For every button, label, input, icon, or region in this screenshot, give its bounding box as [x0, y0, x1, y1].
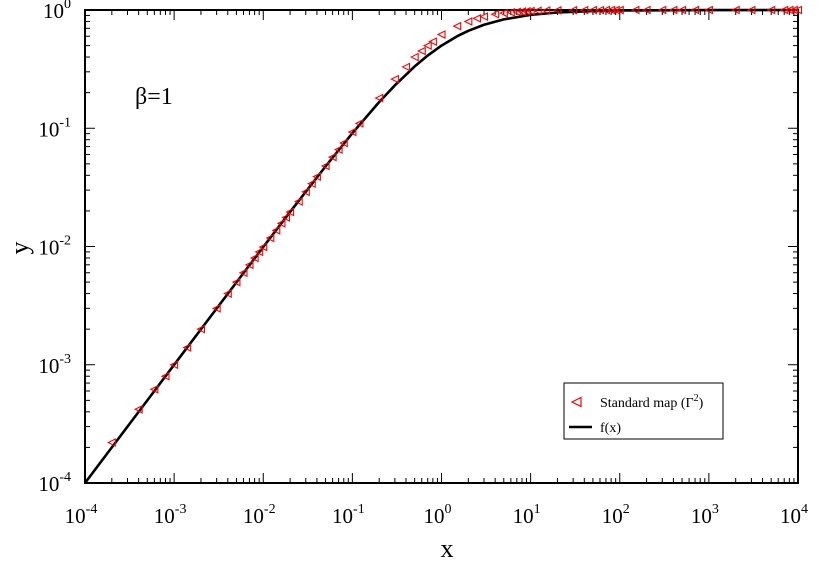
- scatter-point: [428, 37, 437, 47]
- scatter-point: [416, 46, 426, 56]
- scatter-point: [490, 9, 500, 19]
- scatter-point: [327, 152, 337, 162]
- x-tick-label: 10-1: [332, 502, 365, 528]
- scatter-point: [499, 8, 508, 18]
- scatter-point: [258, 242, 268, 252]
- scatter-point: [463, 17, 473, 26]
- tick-labels: 10-4 10-3 10-2 10-1 100 101 102 103 104 10-4 10-3 1…: [38, 0, 808, 528]
- scatter-point: [784, 5, 794, 15]
- scatter-point: [479, 12, 489, 21]
- scatter-point: [606, 5, 616, 15]
- legend: Standard map (Γ2) f(x): [563, 382, 724, 440]
- scatter-point: [610, 5, 620, 15]
- scatter-point: [231, 277, 241, 287]
- scatter-point: [285, 207, 295, 217]
- scatter-point: [169, 360, 179, 370]
- scatter-point: [779, 5, 789, 15]
- legend-box: [563, 382, 724, 440]
- scatter-point: [668, 5, 678, 15]
- scatter-point: [512, 7, 521, 17]
- scatter-point: [339, 138, 348, 148]
- scatter-point: [347, 127, 357, 137]
- scatter-point: [517, 7, 527, 16]
- scatter-point: [615, 5, 624, 15]
- scatter-point: [281, 213, 291, 222]
- scatter-point: [249, 253, 259, 263]
- scatter-point: [436, 30, 446, 39]
- scatter-point: [320, 161, 330, 171]
- scatter-point: [552, 5, 562, 15]
- scatter-point: [271, 225, 281, 235]
- scatter-point: [333, 145, 343, 154]
- scatter-point: [541, 6, 551, 15]
- scatter-point: [766, 5, 776, 15]
- scatter-point: [521, 6, 531, 16]
- x-axis-label: x: [441, 534, 454, 563]
- scatter-point: [568, 5, 578, 15]
- x-tick-label: 104: [780, 502, 808, 528]
- scatter-point: [107, 438, 116, 447]
- x-tick-label: 10-3: [154, 502, 187, 528]
- scatter-point: [254, 247, 264, 257]
- x-tick-label: 100: [424, 502, 452, 528]
- scatter-point: [160, 371, 170, 381]
- scatter-point: [452, 21, 462, 31]
- scatter-point: [196, 324, 206, 334]
- scatter-point: [472, 13, 482, 23]
- scatter-point: [223, 289, 232, 298]
- scatter-point: [690, 5, 700, 15]
- y-tick-label: 10-1: [38, 115, 71, 141]
- scatter-point: [390, 74, 399, 84]
- y-axis-label: y: [5, 242, 34, 255]
- scatter-point: [312, 172, 321, 181]
- x-tick-label: 103: [691, 502, 719, 528]
- scatter-point: [374, 93, 384, 103]
- y-tick-label: 10-3: [38, 352, 71, 378]
- scatter-point: [579, 5, 589, 15]
- scatter-point: [301, 187, 310, 197]
- x-tick-label: 101: [513, 502, 541, 528]
- scatter-point: [401, 62, 411, 72]
- scatter-point: [641, 5, 651, 15]
- y-tick-label: 10-4: [38, 470, 71, 496]
- scatter-point: [265, 233, 275, 243]
- scatter-point: [409, 52, 419, 62]
- y-tick-label: 100: [43, 0, 71, 23]
- scatter-point: [182, 343, 192, 352]
- scatter-point: [422, 41, 432, 50]
- scatter-point: [211, 303, 221, 313]
- scatter-point: [133, 404, 143, 414]
- scatter-point: [307, 179, 316, 189]
- x-tick-label: 10-2: [243, 502, 276, 528]
- scatter-point: [532, 6, 542, 16]
- scatter-point: [730, 5, 740, 15]
- legend-marker-scatter: [570, 396, 582, 408]
- scatter-point: [793, 5, 803, 15]
- scatter-point: [789, 5, 798, 15]
- scatter-point: [746, 5, 756, 15]
- y-tick-label: 10-2: [38, 234, 71, 260]
- scatter-point: [657, 5, 667, 15]
- x-tick-label: 10-4: [65, 502, 98, 528]
- scatter-point: [704, 5, 713, 15]
- legend-label-standard-map: Standard map (Γ2): [600, 393, 704, 411]
- beta-annotation: β=1: [135, 84, 173, 110]
- scatter-point: [630, 5, 640, 15]
- scatter-point: [244, 260, 254, 270]
- scatter-point: [149, 384, 159, 394]
- scatter-point: [601, 5, 610, 15]
- scatter-point: [354, 118, 364, 128]
- scatter-point: [677, 5, 687, 15]
- scatter-points-group: [107, 5, 803, 447]
- scatter-point: [238, 268, 248, 278]
- legend-label-fx: f(x): [600, 421, 621, 436]
- scatter-point: [293, 197, 303, 206]
- scatter-point: [276, 218, 286, 228]
- x-tick-label: 102: [602, 502, 630, 528]
